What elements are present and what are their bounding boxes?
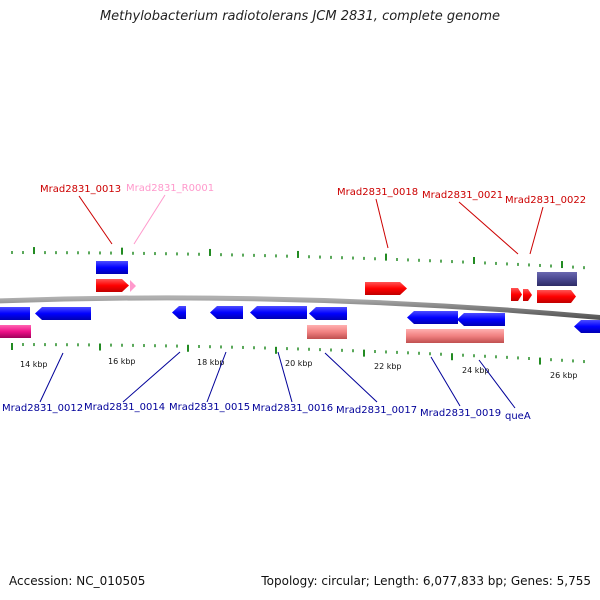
feature-mrad2831-0012b[interactable] bbox=[35, 307, 91, 320]
feature-blue-top-0013[interactable] bbox=[96, 261, 128, 274]
scale-label-20kbp: 20 kbp bbox=[285, 359, 313, 368]
accession-text: Accession: NC_010505 bbox=[9, 574, 146, 588]
feature-mrad2831-0016b[interactable] bbox=[309, 307, 347, 320]
label-mrad2831-0022[interactable]: Mrad2831_0022 bbox=[505, 195, 586, 206]
label-mrad2831-0014[interactable]: Mrad2831_0014 bbox=[84, 402, 165, 413]
scale-label-24kbp: 24 kbp bbox=[462, 366, 490, 375]
feature-mrad2831-0016[interactable] bbox=[250, 306, 307, 319]
label-mrad2831-0012[interactable]: Mrad2831_0012 bbox=[2, 403, 83, 414]
feature-mrad2831-0014[interactable] bbox=[172, 306, 186, 319]
scale-label-26kbp: 26 kbp bbox=[550, 371, 578, 380]
feature-quea[interactable] bbox=[457, 313, 505, 326]
label-mrad2831-r0001[interactable]: Mrad2831_R0001 bbox=[126, 183, 214, 194]
feature-mrad2831-0015[interactable] bbox=[210, 306, 243, 319]
map-title: Methylobacterium radiotolerans JCM 2831,… bbox=[99, 9, 501, 24]
scale-label-18kbp: 18 kbp bbox=[197, 358, 225, 367]
genome-backbone bbox=[0, 295, 600, 321]
scale-label-16kbp: 16 kbp bbox=[108, 357, 136, 366]
feature-mrad2831-0013[interactable] bbox=[96, 279, 129, 292]
scale-label-22kbp: 22 kbp bbox=[374, 362, 402, 371]
leader-line-r0001 bbox=[133, 194, 166, 245]
label-mrad2831-0016[interactable]: Mrad2831_0016 bbox=[252, 403, 333, 414]
feature-mrad2831-0022[interactable] bbox=[537, 290, 576, 303]
feature-mrad2831-0021[interactable] bbox=[511, 288, 522, 301]
label-quea[interactable]: queA bbox=[505, 411, 531, 422]
feature-mrad2831-0018[interactable] bbox=[365, 282, 407, 295]
scale-label-14kbp: 14 kbp bbox=[20, 360, 48, 369]
bottom-leader-lines bbox=[39, 351, 516, 409]
label-mrad2831-0013[interactable]: Mrad2831_0013 bbox=[40, 184, 121, 195]
label-mrad2831-0018[interactable]: Mrad2831_0018 bbox=[337, 187, 418, 198]
label-mrad2831-0017[interactable]: Mrad2831_0017 bbox=[336, 405, 417, 416]
label-mrad2831-0019[interactable]: Mrad2831_0019 bbox=[420, 408, 501, 419]
feature-mrad2831-0019[interactable] bbox=[407, 311, 458, 324]
feature-mrad2831-0012-rna[interactable] bbox=[0, 325, 31, 338]
feature-mrad2831-0017[interactable] bbox=[307, 325, 347, 339]
feature-mrad2831-r0001[interactable] bbox=[130, 280, 136, 292]
feature-mrad2831-0022-purple[interactable] bbox=[537, 272, 577, 286]
inner-tick-marks bbox=[11, 343, 585, 365]
top-leader-lines bbox=[78, 195, 544, 255]
feature-mrad2831-0021b[interactable] bbox=[523, 289, 532, 301]
label-mrad2831-0015[interactable]: Mrad2831_0015 bbox=[169, 402, 250, 413]
label-mrad2831-0021[interactable]: Mrad2831_0021 bbox=[422, 190, 503, 201]
outer-tick-marks bbox=[11, 247, 585, 270]
feature-blue-right-edge[interactable] bbox=[574, 320, 600, 333]
feature-pink-bottom[interactable] bbox=[406, 329, 504, 343]
genome-summary-text: Topology: circular; Length: 6,077,833 bp… bbox=[261, 574, 591, 588]
feature-mrad2831-0012[interactable] bbox=[0, 307, 30, 320]
